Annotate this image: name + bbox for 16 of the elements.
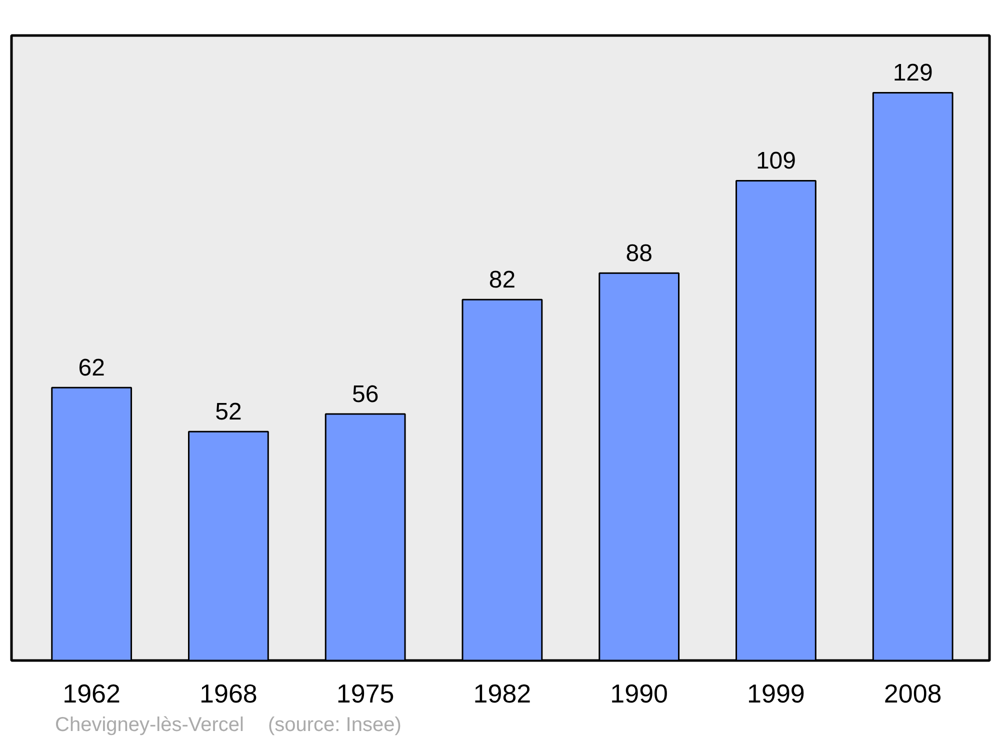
x-tick-label: 1975: [336, 678, 394, 708]
text: (source: Insee): [268, 714, 402, 736]
x-tick-label: 1982: [473, 678, 532, 708]
x-tick-label: 1990: [610, 678, 668, 708]
data-label: 88: [626, 240, 652, 268]
x-tick-label: 1968: [200, 678, 258, 708]
data-label: 56: [352, 381, 379, 408]
data-label: 109: [756, 148, 796, 175]
x-tick-label: 1999: [747, 678, 805, 708]
text: Chevigney-lès-Vercel: [55, 714, 244, 736]
data-label: 82: [488, 266, 516, 294]
x-tick-label: 1962: [62, 678, 120, 708]
data-label: 62: [78, 354, 105, 382]
data-label: 129: [892, 60, 933, 87]
data-label: 52: [215, 398, 242, 426]
x-tick-label: 2008: [884, 678, 942, 708]
